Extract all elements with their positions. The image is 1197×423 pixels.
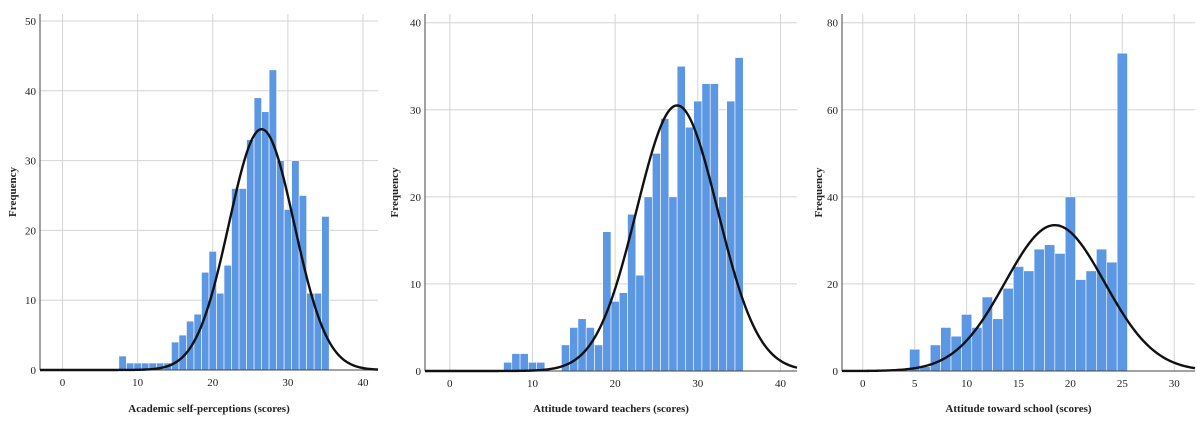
x-tick-label: 10 (961, 378, 973, 390)
histogram-bar (216, 292, 225, 371)
x-tick-label: 30 (692, 378, 704, 390)
histogram-bar (1013, 266, 1024, 372)
y-tick-label: 30 (25, 156, 37, 168)
y-tick-label: 0 (31, 365, 37, 377)
histogram-bar (1116, 52, 1128, 372)
y-tick-label: 0 (416, 366, 422, 378)
x-tick-label: 0 (60, 377, 66, 389)
y-axis-label: Frequency (7, 167, 19, 217)
x-tick-label: 0 (860, 378, 866, 390)
histogram-bar (321, 216, 330, 371)
y-tick-label: 40 (410, 18, 422, 30)
histogram-bar (511, 353, 521, 372)
histogram-bar (726, 100, 736, 372)
histogram-chart-3: 0 5 10 15 20 25 30 0 20 40 60 80 Attitude toward sch… (813, 14, 1196, 415)
x-tick-label: 40 (357, 377, 369, 389)
histogram-bar (246, 139, 255, 371)
histogram-bar (1023, 270, 1035, 372)
histogram-bar (1054, 253, 1066, 372)
histogram-bar (929, 344, 941, 372)
y-tick-label: 40 (827, 192, 839, 204)
histogram-bar (660, 118, 670, 372)
x-tick-label: 20 (610, 378, 622, 390)
histogram-bar (618, 292, 628, 372)
histogram-bar (118, 355, 127, 371)
histogram-bar (291, 160, 300, 371)
y-axis-label: Frequency (389, 167, 401, 217)
histogram-bar (668, 196, 678, 372)
histogram-chart-1: 0 10 20 30 40 0 10 20 30 40 50 Academic self-percep… (7, 14, 379, 415)
x-axis-label: Academic self-perceptions (scores) (128, 403, 290, 415)
histogram-bar (1085, 270, 1097, 372)
x-tick-label: 10 (527, 378, 539, 390)
histogram-bar (253, 97, 262, 371)
normal-curve (40, 127, 379, 372)
y-tick-label: 20 (827, 279, 839, 291)
histogram-bar (208, 251, 217, 371)
histogram-bar (503, 361, 513, 372)
y-tick-label: 30 (410, 105, 422, 117)
y-axis-label: Frequency (813, 167, 825, 217)
y-tick-label: 80 (827, 18, 839, 30)
y-tick-label: 50 (25, 16, 37, 28)
normal-curve (842, 223, 1196, 373)
x-tick-label: 20 (1065, 378, 1077, 390)
y-tick-label: 0 (833, 366, 839, 378)
histogram-bar (643, 196, 653, 372)
histogram-bar (298, 195, 307, 371)
x-tick-label: 40 (775, 378, 787, 390)
histogram-bar (734, 57, 744, 372)
histogram-bar (1075, 279, 1087, 372)
histogram-bar (268, 69, 277, 371)
x-tick-label: 15 (1013, 378, 1025, 390)
histogram-bar (171, 341, 180, 371)
histogram-bar (635, 274, 645, 372)
histogram-bar (276, 160, 285, 371)
x-tick-label: 5 (912, 378, 918, 390)
y-tick-label: 10 (410, 279, 422, 291)
x-tick-label: 0 (447, 378, 453, 390)
histogram-bar (1002, 287, 1014, 372)
x-tick-label: 30 (282, 377, 294, 389)
x-tick-label: 20 (207, 377, 219, 389)
histogram-chart-2: 0 10 20 30 40 0 10 20 30 40 Attitude toward teache… (389, 14, 798, 415)
histogram-bar (569, 327, 579, 372)
histogram-bar (238, 188, 247, 371)
histogram-bar (594, 344, 604, 372)
y-tick-label: 60 (827, 105, 839, 117)
histogram-bar (676, 65, 686, 372)
histogram-bar (652, 153, 661, 372)
histogram-bar (577, 318, 587, 372)
histogram-bar (709, 83, 719, 372)
histogram-bar (940, 327, 952, 372)
normal-curve (425, 104, 798, 373)
histogram-bar (992, 318, 1004, 372)
histogram-bar (1106, 261, 1118, 372)
histogram-bar (701, 83, 711, 372)
x-axis-label: Attitude toward teachers (scores) (533, 403, 689, 415)
histogram-bar (685, 126, 694, 372)
histogram-bar (283, 209, 292, 371)
histogram-bar (261, 111, 270, 371)
y-tick-label: 10 (25, 295, 37, 307)
y-tick-label: 20 (25, 225, 37, 237)
histogram-bar (306, 292, 315, 371)
histogram-bar (223, 264, 232, 371)
x-tick-label: 10 (132, 377, 144, 389)
x-tick-label: 30 (1169, 378, 1181, 390)
y-tick-label: 40 (25, 86, 37, 98)
histogram-bar (1096, 248, 1108, 372)
histogram-bar (519, 353, 529, 372)
histogram-bar (1064, 196, 1076, 372)
x-axis-label: Attitude toward school (scores) (945, 403, 1091, 415)
histogram-bar (610, 301, 620, 372)
histogram-bar (1033, 248, 1045, 372)
y-tick-label: 20 (410, 192, 422, 204)
x-tick-label: 25 (1117, 378, 1129, 390)
histogram-bar (1044, 244, 1056, 372)
histogram-bar (231, 188, 240, 371)
